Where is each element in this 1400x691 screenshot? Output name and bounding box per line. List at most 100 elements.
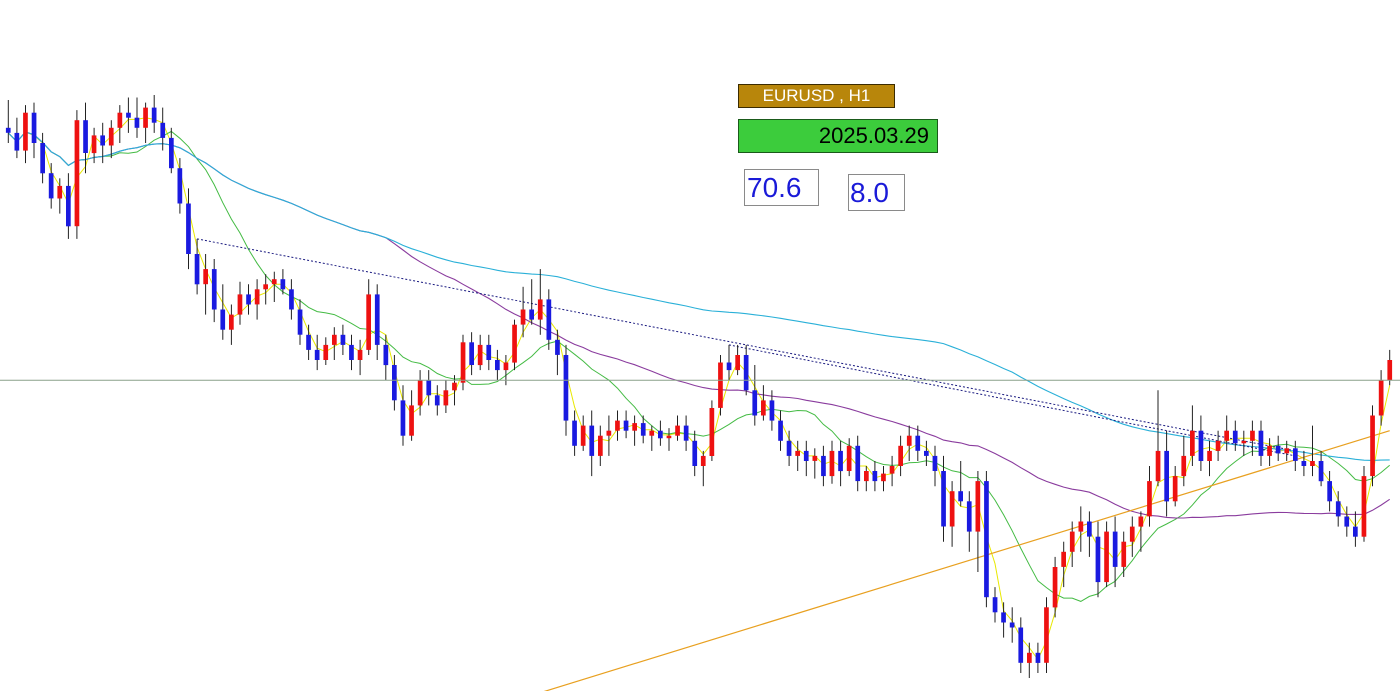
- candle-body: [598, 435, 603, 456]
- candle-body: [1112, 531, 1118, 567]
- candle-body: [392, 365, 397, 401]
- candle: [580, 415, 586, 451]
- candle-body: [761, 400, 766, 416]
- candle-body: [1009, 622, 1015, 628]
- candle-body: [743, 355, 749, 391]
- candle: [537, 269, 543, 335]
- candle: [1361, 466, 1367, 542]
- candle: [889, 455, 895, 487]
- candle-body: [134, 117, 140, 128]
- candle: [1258, 420, 1264, 466]
- candle: [692, 430, 698, 477]
- candle: [975, 471, 981, 572]
- candle: [743, 344, 749, 396]
- candle: [1138, 511, 1144, 552]
- candle-body: [675, 425, 680, 436]
- candle-body: [683, 425, 689, 441]
- candle-body: [984, 481, 989, 598]
- candle: [864, 466, 869, 492]
- candle-body: [546, 299, 552, 340]
- candle: [1095, 521, 1101, 598]
- candle: [984, 471, 989, 608]
- candle: [898, 435, 903, 477]
- candle-body: [829, 450, 835, 477]
- candle: [1044, 597, 1049, 673]
- candle-body: [1275, 445, 1281, 454]
- candle-body: [160, 122, 166, 138]
- candle: [761, 385, 766, 421]
- ma-yellow-line: [7, 117, 1391, 661]
- candle: [48, 163, 54, 209]
- candle: [529, 279, 534, 325]
- candle-body: [1310, 461, 1315, 466]
- candle: [555, 329, 560, 376]
- candle-body: [306, 334, 311, 350]
- candle: [57, 178, 63, 214]
- candle-body: [486, 344, 492, 360]
- candle: [495, 349, 500, 381]
- candle-body: [615, 420, 620, 431]
- candle-body: [821, 455, 826, 477]
- candle: [1001, 602, 1006, 638]
- candle-body: [975, 481, 981, 532]
- moving-averages: [7, 117, 1391, 691]
- candle-body: [246, 294, 251, 305]
- candle: [949, 481, 955, 547]
- candle-body: [1069, 531, 1075, 552]
- candle: [1181, 435, 1187, 487]
- orange-trend-line: [543, 430, 1390, 691]
- candle-body: [23, 112, 28, 151]
- candle-body: [623, 420, 629, 431]
- candle: [100, 122, 105, 164]
- candle-body: [1232, 430, 1238, 444]
- candle-body: [460, 342, 466, 383]
- candle-body: [1258, 430, 1264, 456]
- candle: [1069, 521, 1075, 567]
- candle-body: [1044, 607, 1049, 663]
- candle-body: [769, 400, 775, 421]
- candle-body: [503, 362, 509, 371]
- candle-body: [1164, 450, 1169, 502]
- candle-body: [726, 362, 732, 371]
- candle: [151, 95, 157, 133]
- candle-body: [332, 334, 337, 345]
- candle: [1198, 415, 1204, 471]
- candle: [872, 461, 878, 492]
- candle-body: [100, 135, 105, 146]
- candle: [220, 284, 226, 340]
- candle-body: [958, 491, 963, 502]
- candle-body: [1121, 541, 1127, 567]
- candle: [623, 410, 629, 439]
- candle-body: [512, 324, 517, 363]
- candle-body: [40, 143, 45, 174]
- candle: [366, 279, 371, 355]
- candle: [1121, 531, 1127, 577]
- candle-body: [1207, 450, 1212, 461]
- candle: [1310, 425, 1315, 477]
- candle: [169, 127, 174, 174]
- candle: [855, 435, 861, 492]
- candle: [1087, 511, 1092, 557]
- candle: [1232, 420, 1238, 451]
- candle-body: [529, 309, 534, 320]
- candle: [1129, 516, 1135, 557]
- symbol-timeframe-label: EURUSD , H1: [738, 84, 895, 108]
- candle-body: [434, 395, 440, 406]
- candle-body: [254, 289, 260, 305]
- indicator-value-box-1: 70.6: [744, 169, 819, 206]
- candle: [126, 97, 131, 133]
- candle: [700, 450, 706, 487]
- candle: [563, 344, 569, 436]
- candle-body: [374, 294, 380, 345]
- candle-body: [580, 425, 586, 446]
- candle: [924, 440, 929, 466]
- candle-body: [1301, 461, 1307, 466]
- ma-green-line: [7, 130, 1391, 602]
- candle: [932, 445, 938, 487]
- candle: [709, 400, 715, 461]
- candle-body: [263, 284, 268, 290]
- candle: [1155, 390, 1161, 487]
- candle-body: [932, 455, 938, 471]
